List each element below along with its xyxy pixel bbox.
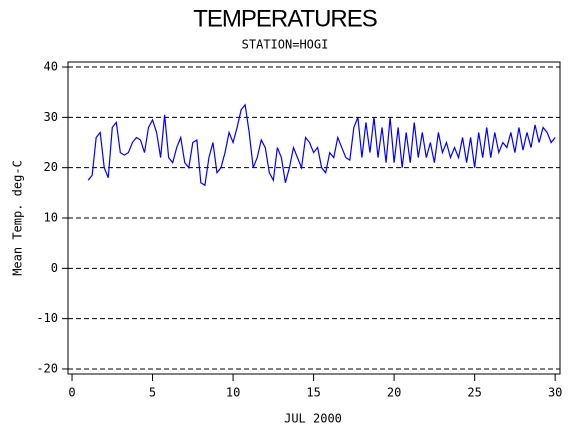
y-tick-label: 40 (44, 60, 58, 74)
x-axis-label: JUL 2000 (284, 412, 342, 426)
chart-subtitle: STATION=HOGI (242, 38, 329, 52)
y-axis-label: Mean Temp. deg-C (11, 160, 25, 276)
y-tick-label: 10 (44, 211, 58, 225)
x-tick-label: 20 (387, 386, 401, 400)
x-tick-label: 15 (306, 386, 320, 400)
x-tick-label: 0 (68, 386, 75, 400)
y-tick-label: 20 (44, 160, 58, 174)
data-line (87, 103, 556, 187)
x-tick-label: 25 (467, 386, 481, 400)
y-tick-label: -20 (36, 361, 58, 375)
y-tick-label: -10 (36, 311, 58, 325)
y-tick-label: 30 (44, 110, 58, 124)
y-tick-label: 0 (51, 261, 58, 275)
x-tick-label: 5 (149, 386, 156, 400)
x-tick-label: 10 (226, 386, 240, 400)
x-tick-label: 30 (548, 386, 562, 400)
chart-title: TEMPERATURES (193, 5, 377, 32)
